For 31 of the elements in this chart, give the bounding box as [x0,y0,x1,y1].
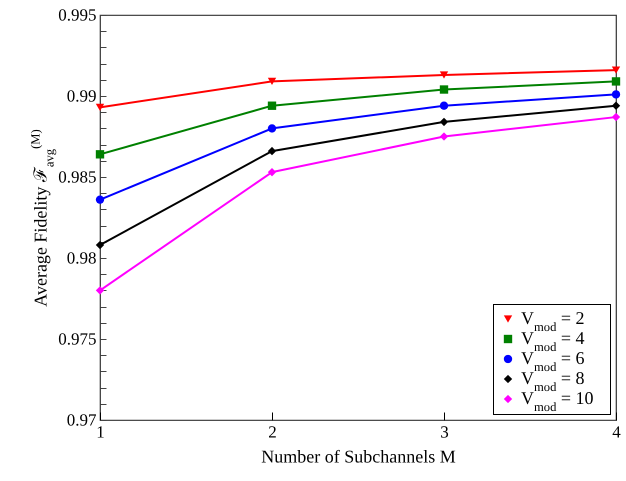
x-tick-label: 1 [96,422,105,442]
y-tick-label: 0.985 [58,168,96,186]
point [96,240,104,250]
point [96,104,104,111]
point [268,124,276,133]
point [440,71,448,79]
y-tick-label: 0.98 [66,248,96,268]
point [612,90,620,99]
point [96,150,104,159]
point [612,66,620,74]
point [268,78,276,86]
point [440,85,448,94]
x-tick-label: 2 [268,422,277,442]
point [612,77,620,86]
point [440,132,448,141]
point [440,102,448,110]
point [268,102,276,110]
point [268,146,276,156]
y-tick-label: 0.975 [58,330,96,348]
y-tick-label: 0.97 [66,410,97,430]
point [268,168,276,176]
y-tick-label: 0.99 [66,86,96,106]
point [440,118,448,126]
point [612,102,620,110]
point [96,286,104,295]
x-axis-title: Number of Subchannels M [261,446,456,466]
x-tick-label: 4 [612,422,622,442]
x-tick-label: 3 [440,422,449,442]
y-tick-label: 0.995 [58,6,96,24]
point [96,196,104,204]
point [612,112,620,122]
